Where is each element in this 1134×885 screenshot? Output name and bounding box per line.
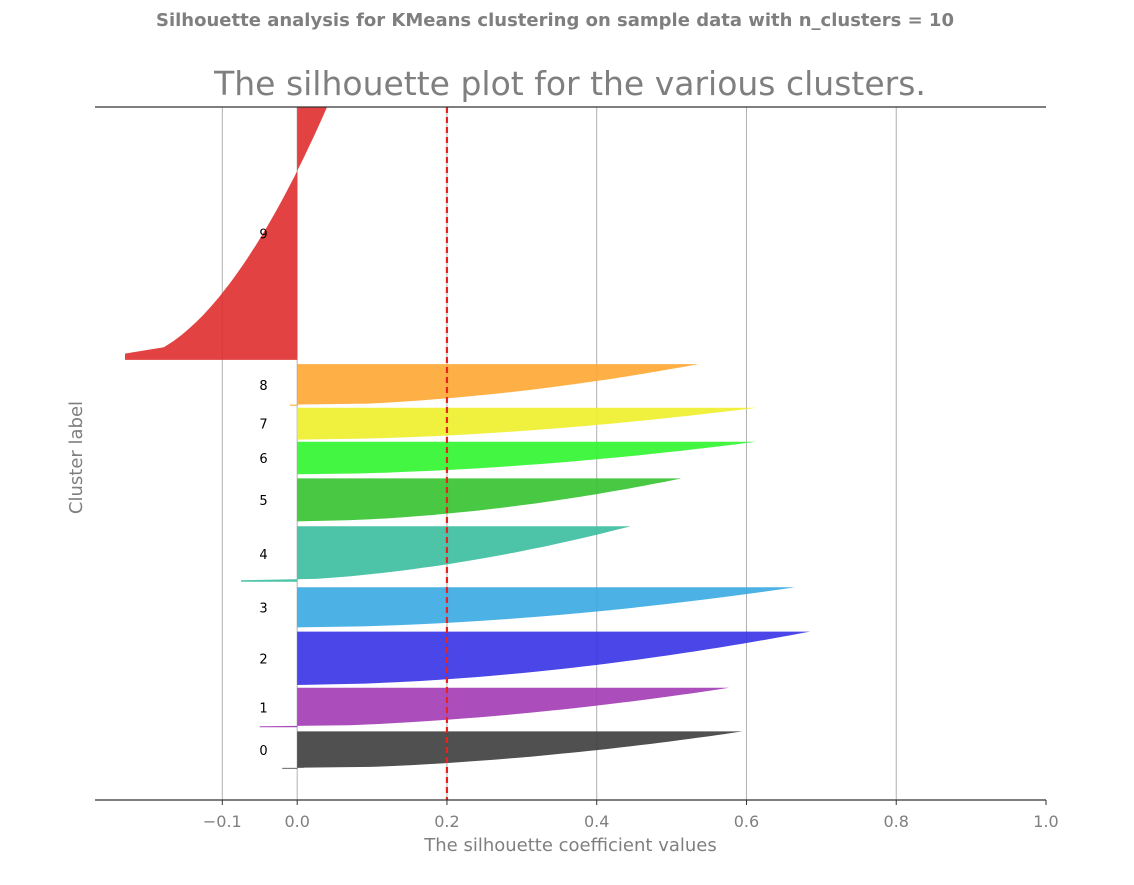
figure-suptitle: Silhouette analysis for KMeans clusterin… bbox=[156, 10, 954, 31]
cluster-2-label: 2 bbox=[259, 652, 267, 667]
cluster-9-label: 9 bbox=[259, 227, 267, 242]
x-tick-label-5: 0.8 bbox=[884, 812, 909, 831]
cluster-2-silhouette bbox=[297, 631, 811, 685]
cluster-7-label: 7 bbox=[259, 418, 267, 433]
cluster-0-silhouette bbox=[282, 731, 743, 769]
cluster-0-label: 0 bbox=[259, 744, 267, 759]
cluster-3-label: 3 bbox=[259, 601, 267, 616]
x-tick-label-6: 1.0 bbox=[1033, 812, 1058, 831]
cluster-4-silhouette bbox=[241, 526, 631, 582]
y-axis-label: Cluster label bbox=[66, 401, 87, 514]
x-tick-label-2: 0.2 bbox=[434, 812, 459, 831]
cluster-6-label: 6 bbox=[259, 452, 267, 467]
x-tick-label-1: 0.0 bbox=[284, 812, 309, 831]
cluster-8-label: 8 bbox=[259, 379, 267, 394]
chart-title: The silhouette plot for the various clus… bbox=[214, 64, 926, 103]
cluster-6-silhouette bbox=[297, 441, 757, 475]
x-tick-label-0: −0.1 bbox=[203, 812, 242, 831]
cluster-1-label: 1 bbox=[259, 701, 267, 716]
cluster-3-silhouette bbox=[297, 587, 796, 628]
cluster-4-label: 4 bbox=[259, 548, 267, 563]
x-tick-label-3: 0.4 bbox=[584, 812, 609, 831]
cluster-8-silhouette bbox=[289, 364, 699, 406]
cluster-1-silhouette bbox=[259, 687, 730, 728]
x-axis-label: The silhouette coefficient values bbox=[423, 835, 716, 856]
cluster-5-label: 5 bbox=[259, 494, 267, 509]
x-tick-label-4: 0.6 bbox=[734, 812, 759, 831]
cluster-7-silhouette bbox=[297, 407, 757, 440]
cluster-9-silhouette bbox=[125, 107, 328, 360]
cluster-5-silhouette bbox=[297, 478, 682, 522]
